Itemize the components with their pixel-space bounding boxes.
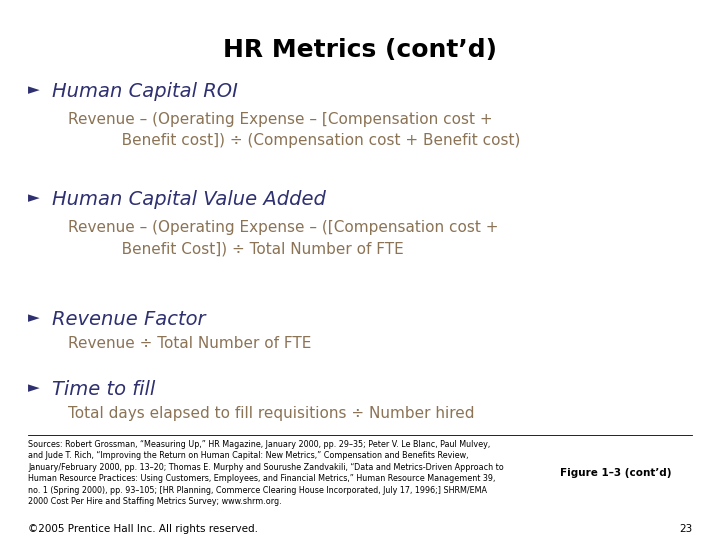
Text: Human Capital ROI: Human Capital ROI xyxy=(52,82,238,101)
Text: ©2005 Prentice Hall Inc. All rights reserved.: ©2005 Prentice Hall Inc. All rights rese… xyxy=(28,524,258,534)
Text: Revenue Factor: Revenue Factor xyxy=(52,310,205,329)
Text: Revenue – (Operating Expense – [Compensation cost +
           Benefit cost]) ÷ : Revenue – (Operating Expense – [Compensa… xyxy=(68,112,521,148)
Text: Time to fill: Time to fill xyxy=(52,380,156,399)
Text: Figure 1–3 (cont’d): Figure 1–3 (cont’d) xyxy=(560,468,672,478)
Text: Sources: Robert Grossman, “Measuring Up,” HR Magazine, January 2000, pp. 29–35; : Sources: Robert Grossman, “Measuring Up,… xyxy=(28,440,504,507)
Text: ►: ► xyxy=(28,380,40,395)
Text: ►: ► xyxy=(28,190,40,205)
Text: Total days elapsed to fill requisitions ÷ Number hired: Total days elapsed to fill requisitions … xyxy=(68,406,474,421)
Text: ►: ► xyxy=(28,82,40,97)
Text: 23: 23 xyxy=(679,524,692,534)
Text: Human Capital Value Added: Human Capital Value Added xyxy=(52,190,326,209)
Text: Revenue ÷ Total Number of FTE: Revenue ÷ Total Number of FTE xyxy=(68,336,311,351)
Text: ►: ► xyxy=(28,310,40,325)
Text: HR Metrics (cont’d): HR Metrics (cont’d) xyxy=(223,38,497,62)
Text: Revenue – (Operating Expense – ([Compensation cost +
           Benefit Cost]) ÷: Revenue – (Operating Expense – ([Compens… xyxy=(68,220,498,256)
